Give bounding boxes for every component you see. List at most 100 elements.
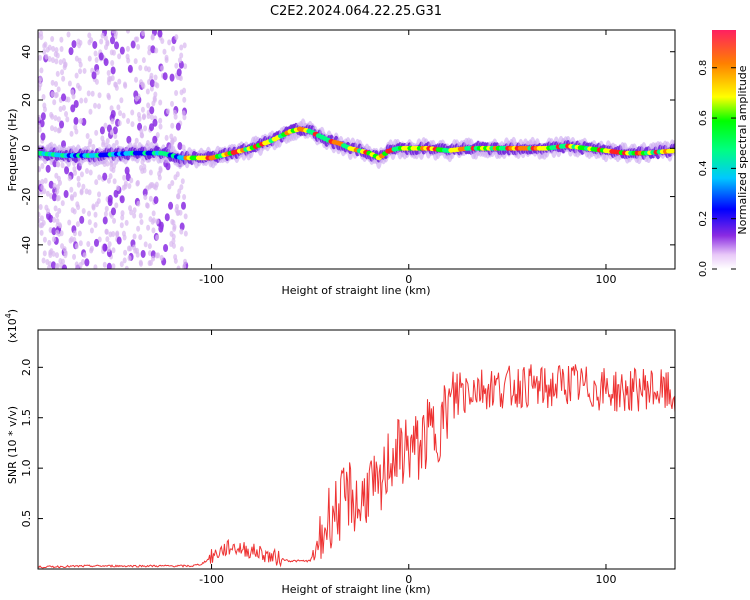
heatmap-cell — [179, 246, 184, 253]
heatmap-cell — [134, 76, 139, 83]
heatmap-cell — [101, 139, 106, 146]
heatmap-cell — [51, 193, 57, 202]
heatmap-cell — [130, 40, 136, 49]
heatmap-cell — [141, 57, 146, 64]
heatmap-cell — [40, 178, 45, 185]
heatmap-cell — [78, 240, 83, 247]
heatmap-cell — [60, 69, 65, 76]
heatmap-cell — [78, 61, 83, 68]
heatmap-cell — [55, 70, 60, 77]
heatmap-cell — [176, 193, 181, 200]
heatmap-cell — [50, 261, 56, 269]
heatmap-cell — [67, 219, 72, 226]
heatmap-cell — [115, 230, 120, 237]
heatmap-cell — [164, 213, 170, 222]
heatmap-cell — [138, 234, 143, 241]
heatmap-cell — [42, 48, 47, 55]
heatmap-cell — [44, 53, 49, 60]
heatmap-cell — [143, 125, 148, 132]
heatmap-cell — [175, 122, 181, 131]
heatmap-cell — [164, 54, 169, 61]
heatmap-cell — [133, 58, 138, 65]
heatmap-cell — [63, 250, 68, 257]
heatmap-cell — [94, 129, 99, 136]
heatmap-cell — [169, 73, 175, 82]
heatmap-cell — [135, 247, 140, 254]
heatmap-cell — [171, 45, 176, 52]
heatmap-cell — [155, 234, 160, 241]
heatmap-cell — [153, 91, 158, 98]
heatmap-cell — [92, 40, 98, 49]
heatmap-cell — [38, 122, 42, 129]
y-tick-label: 0.5 — [20, 510, 33, 528]
heatmap-cell — [78, 261, 83, 268]
colorbar-tick-label: 0.2 — [698, 211, 709, 227]
heatmap-cell — [160, 65, 165, 72]
chart-title: C2E2.2024.064.22.25.G31 — [270, 4, 442, 19]
heatmap-cell — [100, 32, 105, 39]
heatmap-cell — [102, 261, 107, 268]
heatmap-cell — [110, 118, 115, 125]
heatmap-cell — [52, 182, 57, 189]
heatmap-cell — [91, 203, 96, 210]
heatmap-cell — [182, 96, 187, 103]
heatmap-cell — [39, 229, 44, 236]
heatmap-cell — [179, 184, 184, 191]
heatmap-cell — [93, 264, 98, 269]
heatmap-cell — [55, 212, 60, 219]
y-axis-ticks: 0.5 1.0 1.5 2.0 — [20, 359, 675, 528]
heatmap-cell — [122, 257, 127, 264]
heatmap-cell — [119, 97, 124, 104]
heatmap-cell — [135, 179, 140, 186]
heatmap-cell — [136, 225, 141, 232]
heatmap-cell — [153, 74, 158, 81]
heatmap-cell — [103, 58, 109, 67]
heatmap-cell — [88, 169, 93, 176]
heatmap-cell — [97, 191, 102, 198]
plot-frame — [37, 329, 676, 570]
heatmap-cell — [179, 222, 185, 231]
heatmap-cell — [54, 58, 59, 65]
heatmap-cell — [93, 211, 98, 218]
heatmap-cell — [111, 231, 116, 238]
heatmap-cell — [152, 135, 158, 144]
heatmap-cell — [174, 90, 179, 97]
heatmap-cell — [78, 68, 83, 75]
heatmap-cell — [47, 264, 52, 269]
heatmap-cell — [148, 195, 153, 202]
heatmap-cell — [130, 109, 135, 116]
y-axis-label: Frequency (Hz) — [6, 109, 19, 192]
heatmap-cell — [81, 183, 86, 190]
heatmap-cell — [38, 77, 42, 84]
heatmap-cell — [106, 262, 112, 269]
heatmap-cell — [73, 99, 79, 108]
heatmap-cell — [154, 47, 159, 54]
heatmap-cell — [158, 165, 163, 172]
heatmap-cell — [132, 207, 137, 214]
heatmap-cell — [107, 194, 113, 203]
heatmap-cell — [179, 52, 184, 59]
heatmap-cell — [97, 236, 102, 243]
heatmap-cell — [47, 55, 52, 62]
heatmap-cell — [105, 160, 110, 167]
heatmap-cell — [106, 246, 111, 253]
heatmap-cell — [182, 263, 187, 269]
heatmap-cell — [102, 216, 108, 225]
heatmap-cell — [168, 201, 174, 210]
heatmap-cell — [176, 68, 182, 77]
heatmap-cell — [84, 258, 90, 267]
heatmap-cell — [88, 138, 93, 145]
heatmap-cell — [120, 210, 125, 217]
heatmap-cell — [136, 200, 141, 207]
heatmap-cell — [151, 210, 156, 217]
heatmap-cell — [153, 196, 159, 205]
heatmap-cell — [73, 116, 79, 125]
heatmap-cell — [46, 211, 52, 220]
plot-frame — [37, 29, 676, 270]
heatmap-cell — [147, 49, 152, 56]
heatmap-cell — [119, 46, 125, 55]
heatmap-cell — [181, 144, 186, 151]
heatmap-cell — [110, 207, 116, 216]
y-scale-exponent: 4 — [4, 313, 13, 318]
heatmap-cell — [149, 72, 154, 79]
